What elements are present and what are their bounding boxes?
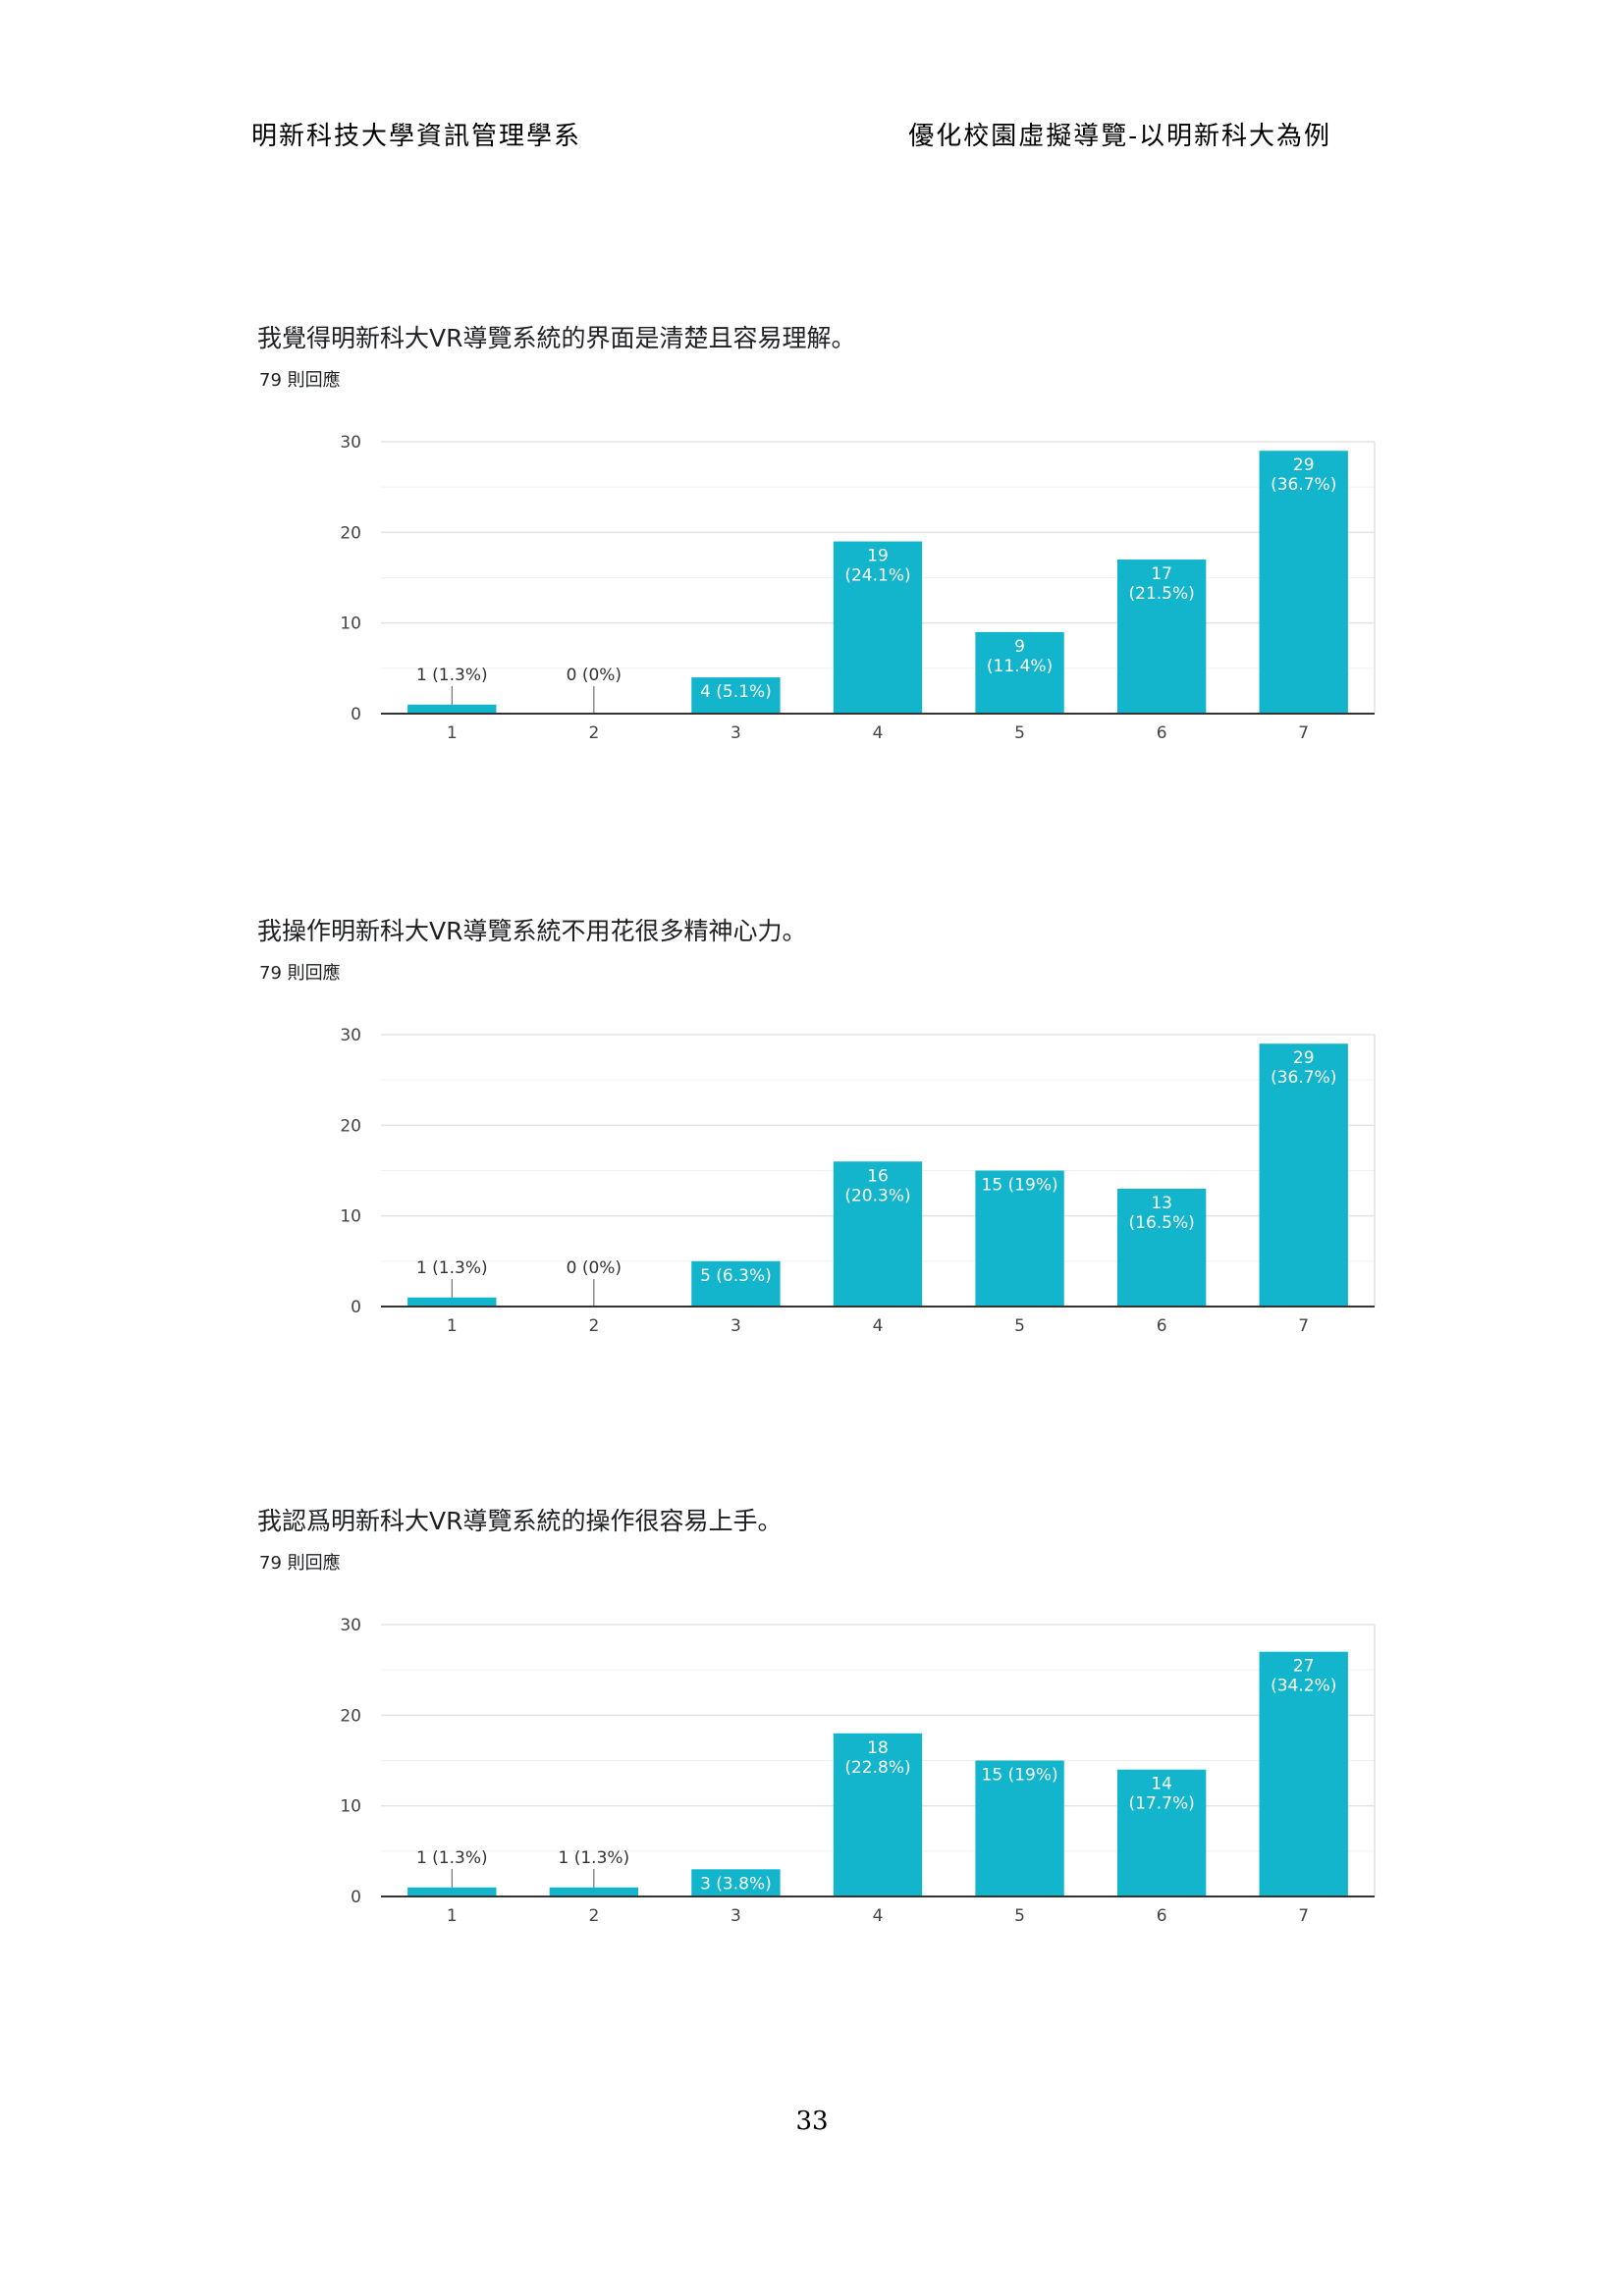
x-tick-label: 7: [1298, 1906, 1309, 1926]
chart-2: 我操作明新科大VR導覽系統不用花很多精神心力。 79 則回應 0 10 20 30 1 …: [257, 912, 1396, 1373]
bar: [1259, 1651, 1348, 1896]
bar-data-label: 19 (24.1%): [844, 547, 910, 586]
y-tick-label: 30: [340, 1616, 361, 1635]
bar: [1116, 1188, 1207, 1307]
bar: [1116, 560, 1207, 714]
bar-data-label: 3 (3.8%): [700, 1874, 772, 1894]
x-tick-label: 1: [447, 723, 458, 743]
bar-chart-svg: 0 10 20 30 1 (1.3%) 1 0 (0%) 2 4 (5.1%) 3 19 (24.1%…: [340, 433, 1376, 743]
x-tick-label: 3: [731, 1316, 741, 1336]
x-tick-label: 2: [588, 723, 599, 743]
x-tick-label: 5: [1014, 723, 1025, 743]
bar: [833, 541, 923, 714]
x-tick-label: 4: [873, 1316, 884, 1336]
bar-data-label: 16 (20.3%): [844, 1166, 910, 1205]
response-count: 79 則回應: [259, 370, 341, 391]
bar: [407, 704, 497, 714]
header-left: 明新科技大學資訊管理學系: [251, 122, 582, 151]
bar-data-label: 29 (36.7%): [1271, 455, 1336, 495]
bar-data-label: 18 (22.8%): [844, 1738, 910, 1778]
bar: [1116, 1769, 1207, 1896]
page-number: 33: [795, 2107, 829, 2136]
y-tick-label: 10: [340, 1797, 361, 1817]
y-tick-label: 20: [340, 1116, 361, 1136]
bar: [691, 677, 781, 714]
bar-data-label: 0 (0%): [567, 1258, 622, 1278]
bar-data-label: 0 (0%): [567, 666, 622, 685]
response-count: 79 則回應: [259, 1553, 341, 1574]
bar: [691, 1260, 781, 1307]
bar-data-label: 15 (19%): [982, 1176, 1058, 1196]
bar-data-label: 13 (16.5%): [1129, 1194, 1195, 1233]
bar-data-label: 5 (6.3%): [700, 1266, 772, 1286]
bar: [1259, 451, 1348, 714]
y-tick-label: 0: [351, 1888, 361, 1907]
x-tick-label: 4: [873, 1906, 884, 1926]
x-tick-label: 7: [1298, 1316, 1309, 1336]
bar: [833, 1733, 923, 1896]
y-tick-label: 20: [340, 1706, 361, 1726]
bar-data-label: 1 (1.3%): [416, 1258, 488, 1278]
y-tick-label: 0: [351, 705, 361, 724]
response-count: 79 則回應: [259, 963, 341, 984]
x-tick-label: 6: [1157, 1316, 1167, 1336]
x-tick-label: 1: [447, 1316, 458, 1336]
y-tick-label: 10: [340, 614, 361, 634]
bar: [975, 1170, 1064, 1307]
chart-3: 我認爲明新科大VR導覽系統的操作很容易上手。 79 則回應 0 10 20 30 1 (…: [257, 1502, 1396, 1963]
bar: [407, 1297, 497, 1307]
x-tick-label: 5: [1014, 1906, 1025, 1926]
y-tick-label: 20: [340, 523, 361, 543]
bar-data-label: 27 (34.2%): [1271, 1657, 1336, 1696]
y-tick-label: 0: [351, 1298, 361, 1317]
bar: [975, 1760, 1064, 1896]
bar: [407, 1887, 497, 1896]
bar-data-label: 9 (11.4%): [987, 637, 1053, 676]
x-tick-label: 2: [588, 1906, 599, 1926]
bar-data-label: 1 (1.3%): [559, 1848, 630, 1868]
bar: [691, 1869, 781, 1896]
bar-data-label: 14 (17.7%): [1129, 1775, 1195, 1814]
y-tick-label: 10: [340, 1207, 361, 1227]
bar: [549, 1887, 639, 1896]
chart-title: 我覺得明新科大VR導覽系統的界面是清楚且容易理解。: [257, 324, 856, 352]
x-tick-label: 7: [1298, 723, 1309, 743]
x-tick-label: 3: [731, 723, 741, 743]
x-tick-label: 1: [447, 1906, 458, 1926]
x-tick-label: 2: [588, 1316, 599, 1336]
x-tick-label: 5: [1014, 1316, 1025, 1336]
bar-data-label: 4 (5.1%): [700, 682, 772, 702]
bar-data-label: 1 (1.3%): [416, 1848, 488, 1868]
y-tick-label: 30: [340, 433, 361, 453]
bar: [975, 631, 1064, 714]
bar-chart-svg: 0 10 20 30 1 (1.3%) 1 0 (0%) 2 5 (6.3%) 3 16 (20.3%…: [340, 1026, 1376, 1336]
x-tick-label: 3: [731, 1906, 741, 1926]
chart-1: 我覺得明新科大VR導覽系統的界面是清楚且容易理解。 79 則回應 0 10 20 30…: [257, 319, 1396, 780]
bar-data-label: 15 (19%): [982, 1766, 1058, 1786]
x-tick-label: 6: [1157, 723, 1167, 743]
header-right: 優化校園虛擬導覽-以明新科大為例: [908, 122, 1331, 151]
x-tick-label: 6: [1157, 1906, 1167, 1926]
bar-data-label: 1 (1.3%): [416, 666, 488, 685]
bar-data-label: 29 (36.7%): [1271, 1048, 1336, 1088]
y-tick-label: 30: [340, 1026, 361, 1045]
bar: [1259, 1043, 1348, 1307]
chart-title: 我操作明新科大VR導覽系統不用花很多精神心力。: [257, 917, 807, 945]
bar-chart-svg: 0 10 20 30 1 (1.3%) 1 1 (1.3%) 2 3 (3.8%) 3 18 (22.…: [340, 1616, 1376, 1926]
bar: [833, 1161, 923, 1307]
bar-data-label: 17 (21.5%): [1129, 564, 1195, 604]
x-tick-label: 4: [873, 723, 884, 743]
chart-title: 我認爲明新科大VR導覽系統的操作很容易上手。: [257, 1507, 783, 1535]
